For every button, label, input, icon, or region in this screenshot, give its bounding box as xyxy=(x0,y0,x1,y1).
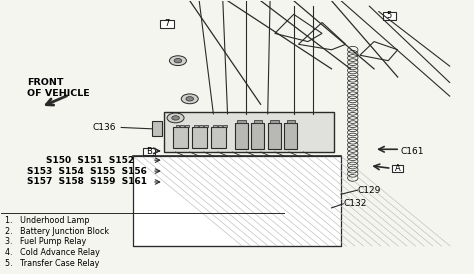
Text: 2.   Battery Junction Block: 2. Battery Junction Block xyxy=(5,227,109,236)
Bar xyxy=(175,125,179,127)
Text: C129: C129 xyxy=(357,186,381,195)
Bar xyxy=(235,123,248,149)
Circle shape xyxy=(174,58,182,63)
Bar xyxy=(237,120,246,123)
Text: 1.   Underhood Lamp: 1. Underhood Lamp xyxy=(5,216,90,225)
Bar xyxy=(287,120,295,123)
Text: FRONT
OF VEHICLE: FRONT OF VEHICLE xyxy=(27,78,90,98)
Bar xyxy=(194,125,198,127)
Bar xyxy=(144,148,155,155)
Bar xyxy=(213,125,217,127)
Circle shape xyxy=(169,56,186,65)
Text: C132: C132 xyxy=(343,199,367,208)
Bar xyxy=(270,120,279,123)
Bar xyxy=(268,123,281,149)
Bar xyxy=(251,123,264,149)
Bar xyxy=(383,12,396,20)
Circle shape xyxy=(172,116,179,120)
Bar xyxy=(164,112,334,152)
Bar xyxy=(173,127,188,148)
Bar xyxy=(204,125,208,127)
Bar xyxy=(192,127,207,148)
Circle shape xyxy=(186,97,193,101)
Circle shape xyxy=(181,94,198,104)
Text: S157  S158  S159  S161: S157 S158 S159 S161 xyxy=(27,178,146,187)
Text: 3.   Fuel Pump Relay: 3. Fuel Pump Relay xyxy=(5,238,87,246)
Text: S150  S151  S152: S150 S151 S152 xyxy=(46,156,134,165)
Text: 7: 7 xyxy=(164,19,170,28)
Text: C136: C136 xyxy=(93,123,116,132)
Bar xyxy=(152,121,162,136)
Text: C161: C161 xyxy=(400,147,424,156)
Text: A: A xyxy=(395,164,401,173)
Bar xyxy=(254,120,262,123)
Text: 5.   Transfer Case Relay: 5. Transfer Case Relay xyxy=(5,259,100,268)
Text: B: B xyxy=(146,147,152,156)
Bar xyxy=(284,123,298,149)
Bar xyxy=(160,20,173,28)
Text: 4.   Cold Advance Relay: 4. Cold Advance Relay xyxy=(5,248,100,257)
Bar xyxy=(392,165,403,172)
Circle shape xyxy=(167,113,184,123)
Bar xyxy=(211,127,226,148)
Bar xyxy=(180,125,184,127)
Bar xyxy=(223,125,227,127)
Bar xyxy=(133,156,341,246)
Text: S153  S154  S155  S156: S153 S154 S155 S156 xyxy=(27,167,146,176)
Bar xyxy=(185,125,189,127)
Bar xyxy=(199,125,203,127)
Text: 5: 5 xyxy=(387,11,392,20)
Bar xyxy=(218,125,222,127)
